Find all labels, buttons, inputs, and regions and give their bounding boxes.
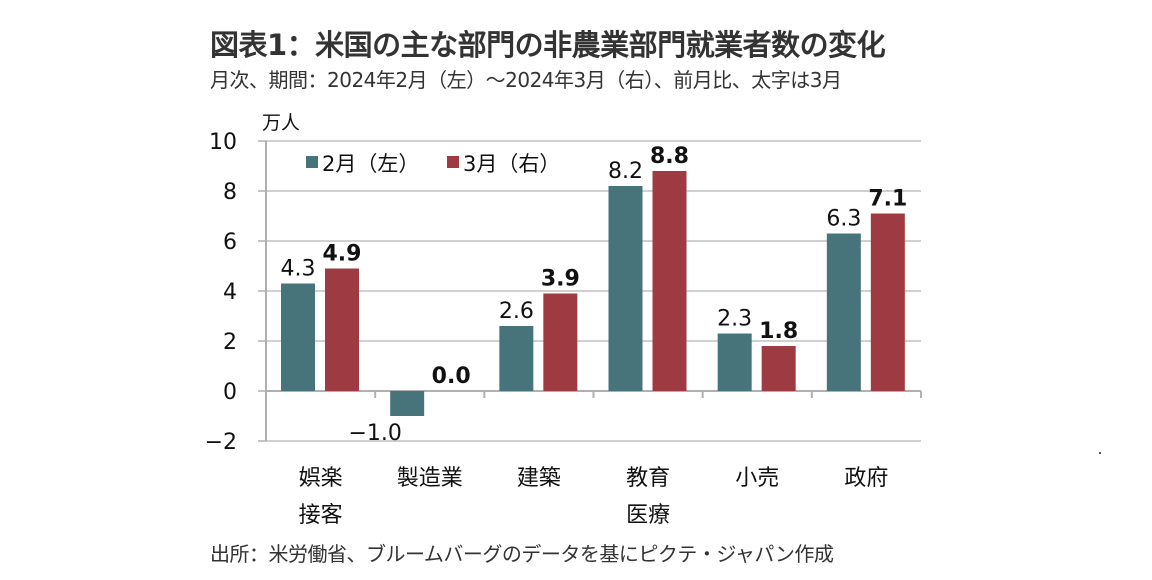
bar-mar	[652, 171, 687, 391]
axes: −2 0 2 4 6 8 10	[205, 130, 922, 455]
source-note: 出所：米労働省、ブルームバーグのデータを基にピクテ・ジャパン作成	[210, 542, 834, 566]
data-label-feb: 2.6	[499, 299, 534, 324]
data-label-feb: 4.3	[281, 257, 316, 282]
y-tick-label: 6	[223, 230, 237, 255]
data-label-feb: 6.3	[826, 207, 861, 232]
category-labels: 娯楽接客 製造業 建築 教育医療 小売 政府	[299, 466, 889, 528]
bar-feb	[608, 186, 643, 391]
data-label-mar: 0.0	[432, 364, 471, 389]
data-label-mar: 8.8	[650, 144, 689, 169]
category-label-line: 小売	[735, 466, 779, 491]
bars	[281, 171, 905, 416]
category-label-line: 製造業	[397, 466, 463, 491]
category-label: 建築	[517, 466, 561, 491]
legend-label-mar: 3月（右）	[463, 152, 560, 176]
data-label-mar: 7.1	[868, 187, 907, 212]
data-label-mar: 3.9	[541, 267, 580, 292]
chart-subtitle: 月次、期間：2024年2月（左）～2024年3月（右）、前月比、太字は3月	[210, 68, 842, 92]
bar-feb	[390, 391, 425, 416]
category-label-line: 建築	[517, 466, 561, 491]
bar-mar	[761, 346, 796, 391]
bar-feb	[281, 283, 315, 391]
data-label-feb: −1.0	[348, 421, 401, 446]
bar-mar	[870, 213, 905, 391]
bar-feb	[499, 326, 534, 391]
legend-swatch-mar	[447, 156, 459, 168]
stray-dot	[1099, 452, 1101, 454]
category-label: 教育医療	[626, 466, 670, 528]
category-label-line: 教育	[626, 466, 670, 491]
y-tick-label: −2	[205, 430, 237, 455]
y-tick-label: 8	[223, 180, 237, 205]
data-label-feb: 2.3	[717, 307, 752, 332]
category-label: 小売	[735, 466, 779, 491]
y-tick-label: 10	[209, 130, 237, 155]
bar-feb	[717, 333, 752, 391]
category-label-line: 政府	[844, 466, 888, 491]
y-axis-unit-label: 万人	[262, 112, 301, 134]
data-label-mar: 1.8	[759, 319, 798, 344]
category-label-line: 娯楽	[299, 466, 343, 491]
y-tick-label: 0	[223, 380, 237, 405]
legend-label-feb: 2月（左）	[322, 152, 419, 176]
bar-mar	[325, 268, 359, 391]
legend-swatch-feb	[306, 156, 318, 168]
bar-mar	[543, 293, 578, 391]
data-label-feb: 8.2	[608, 159, 643, 184]
category-label: 政府	[844, 466, 888, 491]
legend: 2月（左） 3月（右）	[306, 152, 560, 176]
data-labels: 4.3 −1.0 2.6 8.2 2.3 6.3 4.9 0.0 3.9 8.8 1.8 7.1	[281, 144, 908, 446]
y-tick-label: 4	[223, 280, 237, 305]
category-label: 製造業	[397, 466, 463, 491]
chart-title: 図表1：米国の主な部門の非農業部門就業者数の変化	[210, 28, 886, 62]
category-label-line: 医療	[626, 503, 670, 528]
category-label-line: 接客	[299, 503, 343, 528]
bar-feb	[826, 233, 861, 391]
data-label-mar: 4.9	[323, 242, 362, 267]
category-label: 娯楽接客	[299, 466, 343, 528]
gridlines	[266, 140, 921, 442]
y-tick-label: 2	[223, 330, 237, 355]
